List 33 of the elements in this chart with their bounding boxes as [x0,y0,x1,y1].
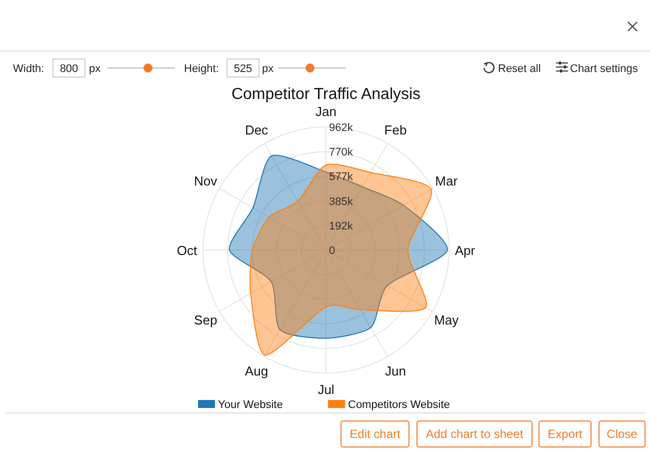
text: px [262,63,274,75]
text: 800 [60,63,78,75]
text: Chart settings [570,63,638,75]
y-tick-label: 770k [329,146,354,159]
spoke-label: Feb [384,122,407,138]
legend-label: Your Website [218,399,283,411]
text: Reset all [498,63,541,75]
spoke-label: Jul [318,382,334,397]
spoke-label: Jun [385,363,406,378]
y-tick-label: 962k [329,122,354,134]
y-tick-label: 577k [329,171,354,184]
text: 525 [234,63,252,75]
y-tick-label: 385k [329,196,354,208]
text: Edit chart [350,427,402,441]
text: Export [548,427,584,441]
text: px [89,63,102,75]
text: Width: [13,63,44,75]
spoke-label: Apr [454,243,476,258]
spoke-label: Oct [176,243,198,258]
spoke-label: Sep [194,312,218,328]
text: Add chart to sheet [426,427,524,441]
spoke-label: Mar [435,174,458,188]
spoke-label: Dec [244,122,269,138]
y-tick-label: 0 [329,245,336,257]
chart-title: Competitor Traffic Analysis [231,86,421,103]
spoke-label: Aug [244,363,268,378]
spoke-label: Nov [194,174,218,188]
text: Height: [184,63,219,75]
legend-label: Competitors Website [348,399,450,411]
spoke-label: Jan [316,104,336,119]
text: Close [606,427,638,441]
y-tick-label: 192k [329,220,354,232]
spoke-label: May [434,312,460,328]
